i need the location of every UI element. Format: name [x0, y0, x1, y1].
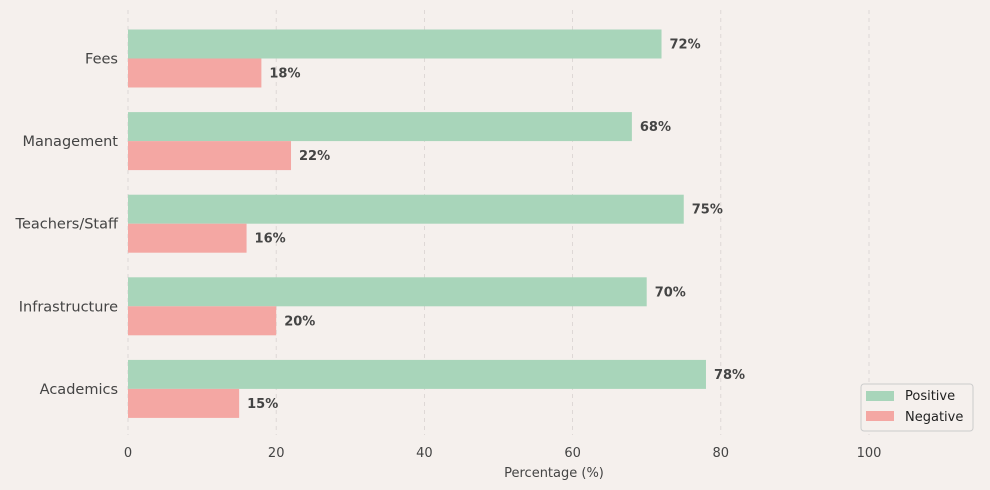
y-tick-label: Academics — [40, 382, 118, 398]
legend: Positive Negative — [860, 383, 974, 432]
bar-positive — [128, 359, 706, 389]
bar-positive — [128, 29, 662, 59]
y-tick-label: Management — [22, 134, 118, 150]
legend-label-positive: Positive — [905, 389, 955, 404]
x-tick-label: 0 — [124, 446, 132, 461]
bar-negative — [128, 141, 292, 171]
data-label: 78% — [714, 368, 745, 383]
x-tick-label: 20 — [268, 446, 285, 461]
data-label: 70% — [655, 285, 686, 300]
bar-negative — [128, 388, 240, 418]
bar-negative — [128, 223, 247, 253]
y-axis-tick-labels: Fees Management Teachers/Staff Infrastructu… — [15, 52, 119, 398]
bar-positive — [128, 112, 632, 142]
y-tick-label: Teachers/Staff — [15, 217, 119, 233]
y-tick-label: Infrastructure — [19, 299, 118, 315]
bar-negative — [128, 306, 277, 336]
data-label: 15% — [247, 397, 278, 412]
data-label: 18% — [269, 67, 300, 82]
data-label: 20% — [284, 314, 315, 329]
bar-positive — [128, 194, 684, 224]
data-label: 72% — [670, 38, 701, 53]
data-label: 75% — [692, 203, 723, 218]
x-tick-label: 100 — [857, 446, 882, 461]
bars — [128, 29, 706, 418]
bar-positive — [128, 277, 647, 307]
data-labels: 72% 18% 68% 22% 75% 16% 70% 20% 78% 15% — [247, 38, 745, 412]
x-tick-label: 60 — [564, 446, 581, 461]
bar-negative — [128, 58, 262, 88]
data-label: 16% — [255, 232, 286, 247]
y-tick-label: Fees — [85, 52, 118, 68]
x-tick-label: 40 — [416, 446, 433, 461]
legend-swatch-positive — [866, 391, 894, 401]
data-label: 68% — [640, 120, 671, 135]
x-tick-label: 80 — [713, 446, 730, 461]
data-label: 22% — [299, 149, 330, 164]
x-axis-title: Percentage (%) — [504, 466, 604, 481]
x-axis-tick-labels: 0 20 40 60 80 100 — [124, 446, 882, 461]
legend-swatch-negative — [866, 411, 894, 421]
legend-label-negative: Negative — [905, 410, 963, 425]
